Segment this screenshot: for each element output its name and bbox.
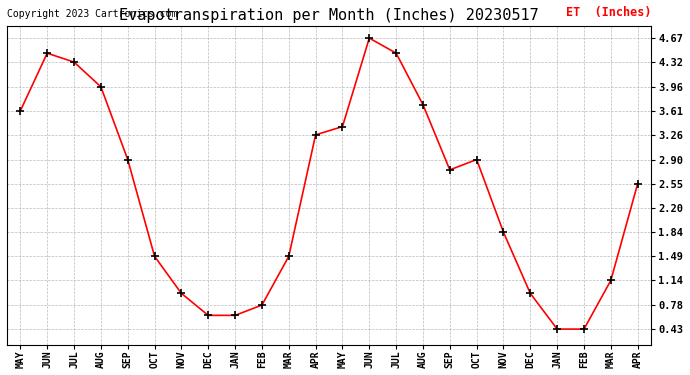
Text: ET  (Inches): ET (Inches) — [566, 6, 651, 20]
Text: Copyright 2023 Cartronics.com: Copyright 2023 Cartronics.com — [7, 9, 177, 20]
Title: Evapotranspiration per Month (Inches) 20230517: Evapotranspiration per Month (Inches) 20… — [119, 8, 539, 23]
